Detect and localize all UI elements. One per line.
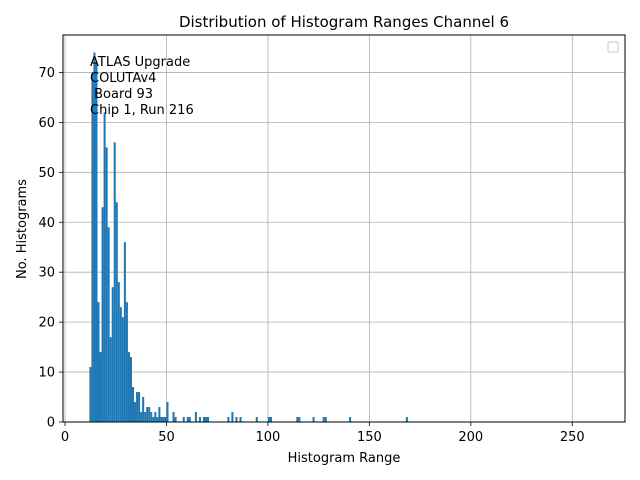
histogram-bar bbox=[324, 417, 327, 422]
histogram-bar bbox=[138, 392, 141, 422]
x-axis-label: Histogram Range bbox=[288, 451, 401, 466]
histogram-bar bbox=[231, 412, 234, 422]
x-tick-label: 150 bbox=[357, 430, 382, 445]
y-tick-label: 0 bbox=[47, 416, 55, 431]
histogram-bar bbox=[312, 417, 315, 422]
histogram-bar bbox=[158, 407, 161, 422]
y-tick-label: 60 bbox=[38, 116, 55, 131]
histogram-bar bbox=[194, 412, 197, 422]
histogram-bar bbox=[129, 357, 132, 422]
histogram-bar bbox=[148, 407, 151, 422]
histogram-bar bbox=[162, 417, 165, 422]
histogram-bar bbox=[117, 282, 120, 422]
x-tick-label: 200 bbox=[458, 430, 483, 445]
histogram-bar bbox=[160, 417, 163, 422]
annotation-line: COLUTAv4 bbox=[90, 71, 156, 86]
histogram-bar bbox=[186, 417, 189, 422]
x-tick-label: 0 bbox=[61, 430, 69, 445]
y-tick-label: 50 bbox=[38, 166, 55, 181]
histogram-bar bbox=[150, 412, 153, 422]
histogram-bar bbox=[156, 417, 159, 422]
annotation-line: Chip 1, Run 216 bbox=[90, 103, 194, 118]
histogram-bar bbox=[322, 417, 325, 422]
histogram-bar bbox=[188, 417, 191, 422]
y-tick-label: 70 bbox=[38, 66, 55, 81]
histogram-bar bbox=[131, 387, 135, 422]
histogram-bar bbox=[140, 412, 143, 422]
y-tick-label: 20 bbox=[38, 316, 55, 331]
histogram-bar bbox=[113, 142, 116, 422]
histogram-bar bbox=[172, 412, 175, 422]
histogram-bar bbox=[144, 412, 147, 422]
x-axis-ticks: 0 50 100 150 200 250 bbox=[61, 422, 585, 445]
histogram-bar bbox=[405, 417, 408, 422]
histogram-bar bbox=[111, 287, 114, 422]
histogram-bar bbox=[267, 417, 270, 422]
histogram-bar bbox=[152, 417, 155, 422]
annotation-line: Board 93 bbox=[90, 87, 153, 102]
y-tick-label: 30 bbox=[38, 266, 55, 281]
histogram-bar bbox=[269, 417, 272, 422]
histogram-bar bbox=[95, 62, 98, 423]
y-axis-ticks: 0 10 20 30 40 50 60 70 bbox=[38, 66, 63, 431]
histogram-bar bbox=[298, 417, 301, 422]
histogram-bar bbox=[109, 337, 112, 422]
histogram-bar bbox=[107, 227, 110, 422]
plot-frame bbox=[62, 34, 626, 423]
histogram-bar bbox=[93, 52, 96, 423]
legend-box bbox=[607, 41, 619, 53]
histogram-bar bbox=[119, 307, 122, 422]
histogram-bar bbox=[142, 397, 145, 422]
histogram-bar bbox=[125, 302, 128, 422]
histogram-bar bbox=[89, 367, 92, 422]
histogram-bar bbox=[91, 72, 94, 423]
histogram-bar bbox=[123, 242, 126, 422]
histogram-bar bbox=[154, 412, 157, 422]
chart-title: Distribution of Histogram Ranges Channel… bbox=[179, 13, 509, 31]
histogram-bar bbox=[349, 417, 352, 422]
histogram-bar bbox=[115, 202, 118, 422]
histogram-bar bbox=[205, 417, 208, 422]
histogram-bar bbox=[239, 417, 242, 422]
histogram-bars bbox=[89, 52, 408, 423]
histogram-bar bbox=[121, 317, 124, 422]
x-tick-label: 50 bbox=[158, 430, 175, 445]
histogram-bar bbox=[99, 352, 102, 422]
y-tick-label: 40 bbox=[38, 216, 55, 231]
histogram-bar bbox=[97, 302, 100, 422]
y-axis-label: No. Histograms bbox=[15, 179, 30, 279]
histogram-bar bbox=[146, 407, 149, 422]
histogram-bar bbox=[103, 112, 106, 423]
histogram-bar bbox=[134, 402, 137, 422]
histogram-bar bbox=[136, 392, 139, 422]
histogram-bar bbox=[296, 417, 299, 422]
histogram-bar bbox=[105, 147, 108, 422]
annotation-line: ATLAS Upgrade bbox=[90, 55, 190, 70]
histogram-bar bbox=[166, 402, 169, 422]
histogram-bar bbox=[182, 417, 185, 422]
histogram-bar bbox=[174, 417, 177, 422]
histogram-bar bbox=[101, 207, 104, 422]
histogram-bar bbox=[198, 417, 201, 422]
histogram-bar bbox=[255, 417, 258, 422]
x-tick-label: 100 bbox=[256, 430, 281, 445]
y-tick-label: 10 bbox=[38, 366, 55, 381]
histogram-bar bbox=[227, 417, 230, 422]
histogram-bar bbox=[235, 417, 238, 422]
grid-lines bbox=[63, 35, 625, 423]
histogram-bar bbox=[127, 352, 130, 422]
x-tick-label: 250 bbox=[560, 430, 585, 445]
histogram-bar bbox=[207, 417, 210, 422]
histogram-bar bbox=[202, 417, 206, 422]
histogram-bar bbox=[164, 417, 167, 422]
